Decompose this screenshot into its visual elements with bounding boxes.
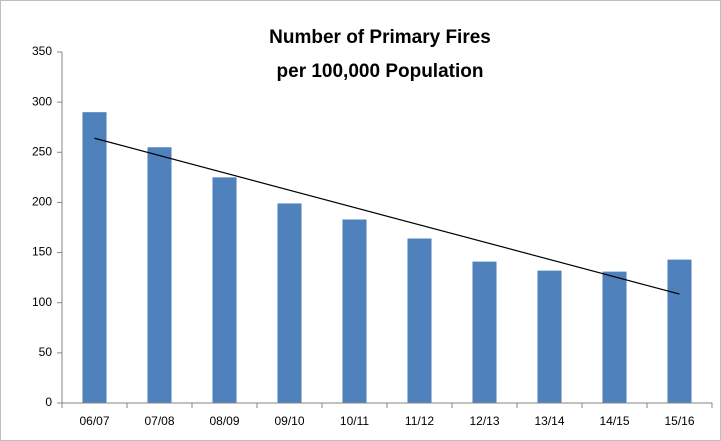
bar xyxy=(342,219,367,403)
x-tick-label: 08/09 xyxy=(209,414,239,428)
x-tick-label: 10/11 xyxy=(340,414,369,428)
bar xyxy=(537,270,562,403)
x-tick-label: 09/10 xyxy=(274,414,304,428)
x-tick-label: 15/16 xyxy=(664,414,694,428)
y-tick-label: 50 xyxy=(39,345,53,359)
x-tick-label: 13/14 xyxy=(534,414,564,428)
x-tick-label: 11/12 xyxy=(405,414,434,428)
y-tick-label: 150 xyxy=(32,245,52,259)
y-tick-label: 0 xyxy=(45,395,52,409)
x-tick-label: 06/07 xyxy=(79,414,109,428)
y-tick-label: 250 xyxy=(32,144,52,158)
y-tick-label: 300 xyxy=(32,94,52,108)
x-tick-label: 12/13 xyxy=(469,414,499,428)
x-tick-label: 07/08 xyxy=(144,414,174,428)
bar xyxy=(82,112,107,404)
trendline xyxy=(94,137,680,295)
bar xyxy=(147,147,172,403)
y-tick-label: 200 xyxy=(32,195,52,209)
bar xyxy=(212,177,237,403)
y-tick-label: 350 xyxy=(32,44,52,58)
bar xyxy=(472,261,497,403)
bar xyxy=(277,203,302,403)
x-tick-label: 14/15 xyxy=(599,414,629,428)
bar xyxy=(602,271,627,403)
chart-title: Number of Primary Fires xyxy=(269,27,491,48)
bar xyxy=(667,259,692,403)
chart-title: per 100,000 Population xyxy=(277,61,484,82)
y-tick-label: 100 xyxy=(32,295,52,309)
bar xyxy=(407,238,432,403)
